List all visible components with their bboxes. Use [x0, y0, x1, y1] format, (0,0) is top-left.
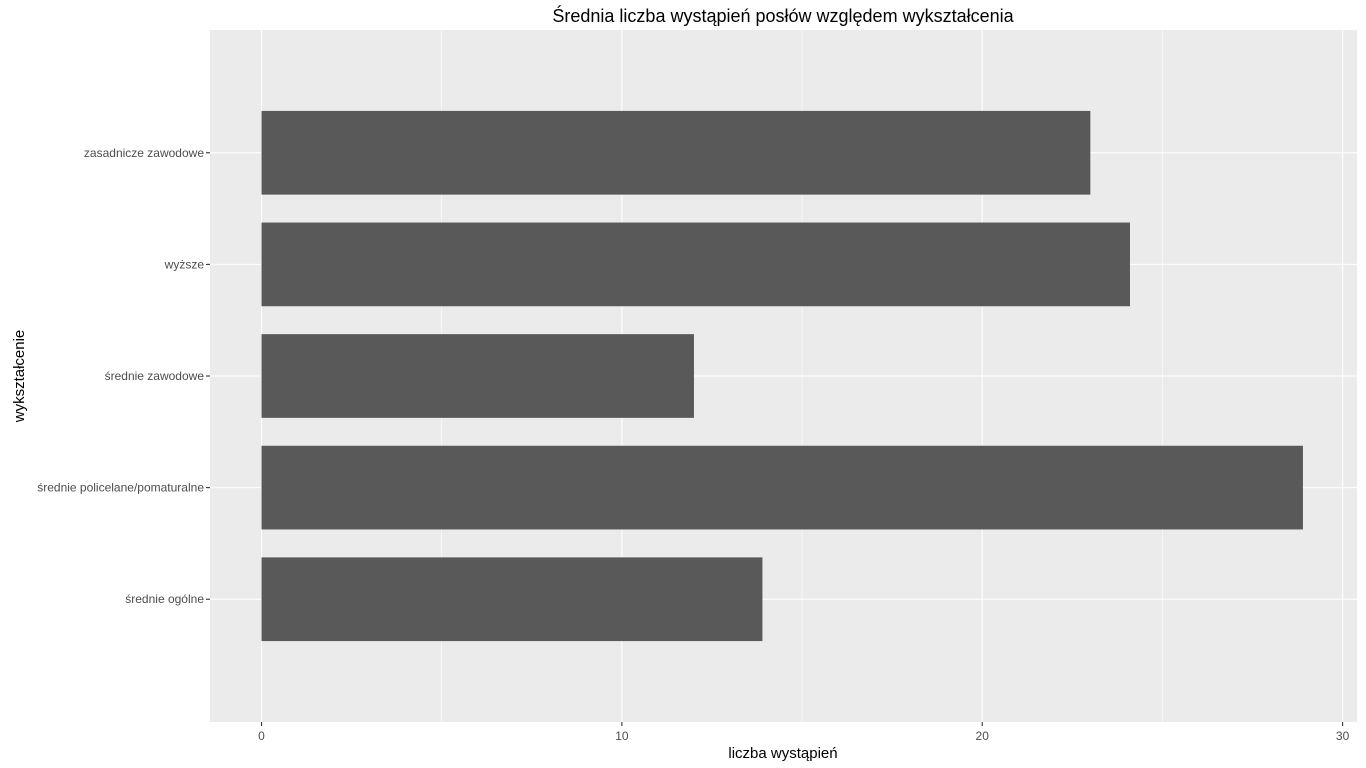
y-axis: zasadnicze zawodowe wyższe średnie zawodow… — [37, 146, 210, 606]
y-axis-title: wykształcenie — [11, 330, 28, 424]
chart-title: Średnia liczba wystąpień posłów względem… — [552, 5, 1014, 26]
y-tick-label: zasadnicze zawodowe — [84, 146, 204, 160]
x-tick-label: 30 — [1336, 729, 1350, 743]
y-tick-label: wyższe — [164, 257, 205, 271]
bar — [261, 222, 1130, 307]
x-axis: 0 10 20 30 — [258, 722, 1350, 743]
bars — [261, 110, 1303, 642]
bar — [261, 334, 694, 418]
bar — [261, 445, 1303, 530]
y-tick-label: średnie ogólne — [125, 592, 204, 606]
x-tick-label: 20 — [976, 729, 990, 743]
y-tick-label: średnie policelane/pomaturalne — [37, 481, 204, 495]
x-tick-label: 10 — [615, 729, 629, 743]
x-axis-title: liczba wystąpień — [728, 745, 837, 762]
y-tick-label: średnie zawodowe — [105, 369, 205, 383]
bar — [261, 110, 1091, 195]
x-tick-label: 0 — [258, 729, 265, 743]
bar — [261, 557, 763, 642]
